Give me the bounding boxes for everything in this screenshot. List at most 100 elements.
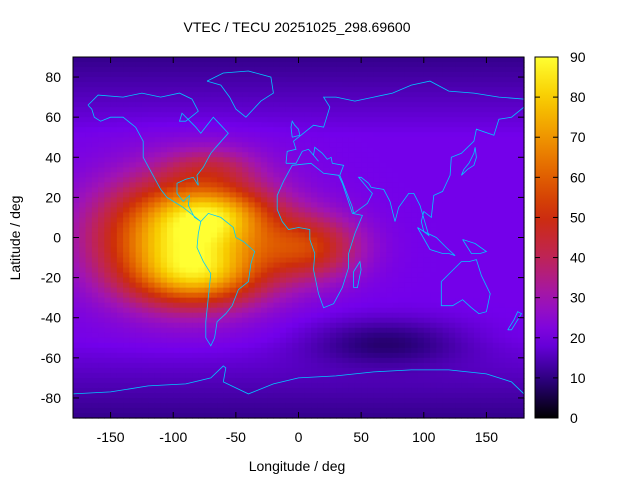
heatmap-cell <box>411 172 419 178</box>
heatmap-cell <box>135 252 143 259</box>
heatmap-cell <box>116 167 124 173</box>
heatmap-cell <box>179 72 187 78</box>
heatmap-cell <box>498 292 506 299</box>
heatmap-cell <box>285 382 293 389</box>
heatmap-cell <box>354 332 362 339</box>
heatmap-cell <box>210 342 218 349</box>
heatmap-cell <box>398 217 406 224</box>
heatmap-cell <box>473 357 481 364</box>
heatmap-cell <box>323 192 331 198</box>
heatmap-cell <box>367 102 375 108</box>
heatmap-cell <box>342 87 350 93</box>
heatmap-cell <box>248 137 256 143</box>
heatmap-cell <box>223 137 231 143</box>
heatmap-cell <box>505 297 513 304</box>
heatmap-cell <box>498 247 506 254</box>
heatmap-cell <box>486 117 494 123</box>
heatmap-cell <box>210 277 218 284</box>
heatmap-cell <box>91 212 99 219</box>
heatmap-cell <box>298 327 306 334</box>
heatmap-cell <box>223 172 231 178</box>
heatmap-cell <box>273 387 281 394</box>
heatmap-cell <box>141 157 149 163</box>
heatmap-cell <box>79 212 87 219</box>
heatmap-cell <box>135 297 143 304</box>
heatmap-cell <box>511 82 519 88</box>
heatmap-cell <box>417 232 425 239</box>
heatmap-cell <box>511 147 519 153</box>
heatmap-cell <box>198 202 206 209</box>
heatmap-cell <box>498 97 506 103</box>
heatmap-cell <box>461 342 469 349</box>
heatmap-cell <box>411 107 419 113</box>
heatmap-cell <box>91 227 99 234</box>
heatmap-cell <box>392 312 400 319</box>
heatmap-cell <box>461 157 469 163</box>
heatmap-cell <box>404 167 412 173</box>
heatmap-cell <box>392 397 400 404</box>
heatmap-cell <box>511 157 519 163</box>
heatmap-cell <box>141 322 149 329</box>
heatmap-cell <box>154 157 162 163</box>
heatmap-cell <box>285 197 293 203</box>
heatmap-cell <box>217 202 224 209</box>
heatmap-cell <box>323 332 331 339</box>
heatmap-cell <box>198 122 206 128</box>
heatmap-cell <box>267 157 275 163</box>
heatmap-cell <box>254 117 262 123</box>
heatmap-cell <box>505 362 513 369</box>
heatmap-cell <box>210 307 218 314</box>
heatmap-cell <box>417 242 425 249</box>
heatmap-cell <box>398 187 406 193</box>
heatmap-cell <box>179 202 187 209</box>
heatmap-cell <box>304 72 312 78</box>
heatmap-cell <box>248 242 256 249</box>
heatmap-cell <box>73 167 80 173</box>
heatmap-cell <box>141 387 149 394</box>
heatmap-cell <box>317 287 325 294</box>
heatmap-cell <box>430 282 437 289</box>
heatmap-cell <box>135 222 143 229</box>
heatmap-cell <box>348 247 356 254</box>
heatmap-cell <box>367 397 375 404</box>
heatmap-cell <box>235 397 243 404</box>
heatmap-cell <box>129 212 137 219</box>
heatmap-cell <box>342 92 350 98</box>
heatmap-cell <box>473 252 481 259</box>
heatmap-cell <box>511 122 519 128</box>
heatmap-cell <box>329 377 337 384</box>
heatmap-cell <box>473 182 481 188</box>
heatmap-cell <box>85 362 93 369</box>
heatmap-cell <box>348 287 356 294</box>
heatmap-cell <box>98 377 105 384</box>
heatmap-cell <box>279 357 287 364</box>
heatmap-cell <box>361 107 368 113</box>
heatmap-cell <box>386 222 394 229</box>
heatmap-cell <box>473 377 481 384</box>
heatmap-cell <box>85 312 93 319</box>
heatmap-cell <box>235 92 243 98</box>
heatmap-cell <box>154 77 162 83</box>
heatmap-cell <box>373 377 381 384</box>
heatmap-cell <box>217 372 224 379</box>
heatmap-cell <box>480 57 488 63</box>
heatmap-cell <box>104 137 112 143</box>
heatmap-cell <box>511 312 519 319</box>
heatmap-cell <box>204 342 212 349</box>
heatmap-cell <box>517 217 525 224</box>
heatmap-cell <box>98 157 105 163</box>
heatmap-cell <box>210 267 218 274</box>
heatmap-cell <box>267 192 275 198</box>
heatmap-cell <box>198 232 206 239</box>
heatmap-cell <box>517 357 525 364</box>
heatmap-cell <box>423 162 431 168</box>
heatmap-cell <box>248 282 256 289</box>
heatmap-cell <box>204 182 212 188</box>
heatmap-cell <box>160 97 168 103</box>
heatmap-cell <box>160 137 168 143</box>
heatmap-cell <box>104 387 112 394</box>
heatmap-cell <box>492 202 500 209</box>
heatmap-cell <box>185 327 193 334</box>
heatmap-cell <box>279 387 287 394</box>
heatmap-cell <box>505 107 513 113</box>
